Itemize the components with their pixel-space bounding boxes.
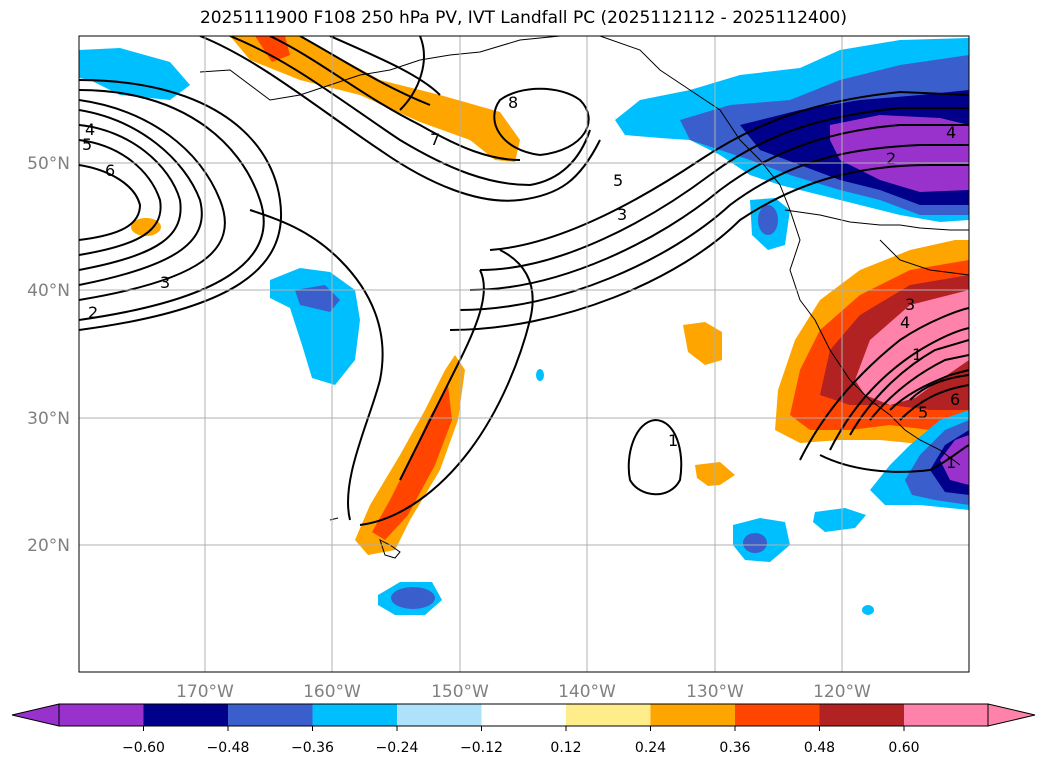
colorbar-segment xyxy=(59,704,144,726)
contour-label: 4 xyxy=(900,313,910,332)
lon-label-130w: 130°W xyxy=(686,682,744,702)
colorbar-segment xyxy=(228,704,313,726)
contour-label: 5 xyxy=(82,135,92,154)
colorbar-tick-label: −0.48 xyxy=(207,740,250,756)
contour-label: 3 xyxy=(617,205,627,224)
lat-label-30n: 30°N xyxy=(27,409,70,429)
contour-label: 1 xyxy=(946,453,956,472)
colorbar-tick-label: 0.12 xyxy=(550,740,581,756)
colorbar-segment xyxy=(735,704,820,726)
pv-contour-lines xyxy=(79,36,969,526)
contour-label: 2 xyxy=(88,303,98,322)
colorbar-tick-label: −0.36 xyxy=(291,740,334,756)
colorbar-segment xyxy=(312,704,397,726)
colorbar-ticks xyxy=(143,726,905,731)
contour-label: 8 xyxy=(508,93,518,112)
colorbar-tick-label: 0.48 xyxy=(804,740,835,756)
contour-label: 3 xyxy=(160,273,170,292)
colorbar-tick-label: 0.24 xyxy=(635,740,666,756)
longitude-labels: 170°W 160°W 150°W 140°W 130°W 120°W xyxy=(176,682,871,702)
map-title: 2025111900 F108 250 hPa PV, IVT Landfall… xyxy=(199,8,847,28)
contour-label: 4 xyxy=(946,123,956,142)
colorbar-tick-labels: −0.60 −0.48 −0.36 −0.24 −0.12 0.12 0.24 … xyxy=(122,740,920,756)
contour-label: 1 xyxy=(912,345,922,364)
colorbar-tick-label: −0.60 xyxy=(122,740,165,756)
colorbar-segment xyxy=(819,704,904,726)
latitude-labels: 50°N 40°N 30°N 20°N xyxy=(27,154,70,556)
colorbar-tick-label: 0.60 xyxy=(888,740,919,756)
colorbar-tick-label: −0.12 xyxy=(460,740,503,756)
colorbar-segment xyxy=(566,704,651,726)
colorbar-tick-label: −0.24 xyxy=(376,740,419,756)
map-frame xyxy=(78,35,970,673)
lon-label-140w: 140°W xyxy=(558,682,616,702)
colorbar-segment xyxy=(481,704,566,726)
colorbar-extend-min xyxy=(11,703,60,727)
lat-label-50n: 50°N xyxy=(27,154,70,174)
colorbar-tick-label: 0.36 xyxy=(719,740,750,756)
contour-label: 7 xyxy=(430,130,440,149)
colorbar: −0.60 −0.48 −0.36 −0.24 −0.12 0.12 0.24 … xyxy=(11,703,1036,756)
contour-label: 6 xyxy=(950,390,960,409)
lat-label-40n: 40°N xyxy=(27,281,70,301)
lon-label-170w: 170°W xyxy=(176,682,234,702)
gridlines xyxy=(79,36,969,672)
contour-label: 5 xyxy=(918,403,928,422)
coastlines xyxy=(199,36,969,559)
contour-label: 3 xyxy=(905,295,915,314)
lat-label-20n: 20°N xyxy=(27,536,70,556)
contour-label: 2 xyxy=(886,149,896,168)
lon-label-160w: 160°W xyxy=(303,682,361,702)
contour-labels: 4 5 6 2 3 7 8 5 3 4 2 3 4 1 5 6 1 1 xyxy=(82,93,960,472)
colorbar-segment xyxy=(650,704,735,726)
contour-label: 4 xyxy=(85,120,95,139)
contour-label: 6 xyxy=(105,161,115,180)
colorbar-extend-max xyxy=(987,703,1036,727)
lon-label-150w: 150°W xyxy=(431,682,489,702)
lon-label-120w: 120°W xyxy=(813,682,871,702)
contour-label: 5 xyxy=(613,171,623,190)
colorbar-segment xyxy=(397,704,482,726)
colorbar-segment xyxy=(143,704,228,726)
colorbar-frame xyxy=(58,703,989,727)
colorbar-segment xyxy=(904,704,988,726)
contour-label: 1 xyxy=(668,431,678,450)
